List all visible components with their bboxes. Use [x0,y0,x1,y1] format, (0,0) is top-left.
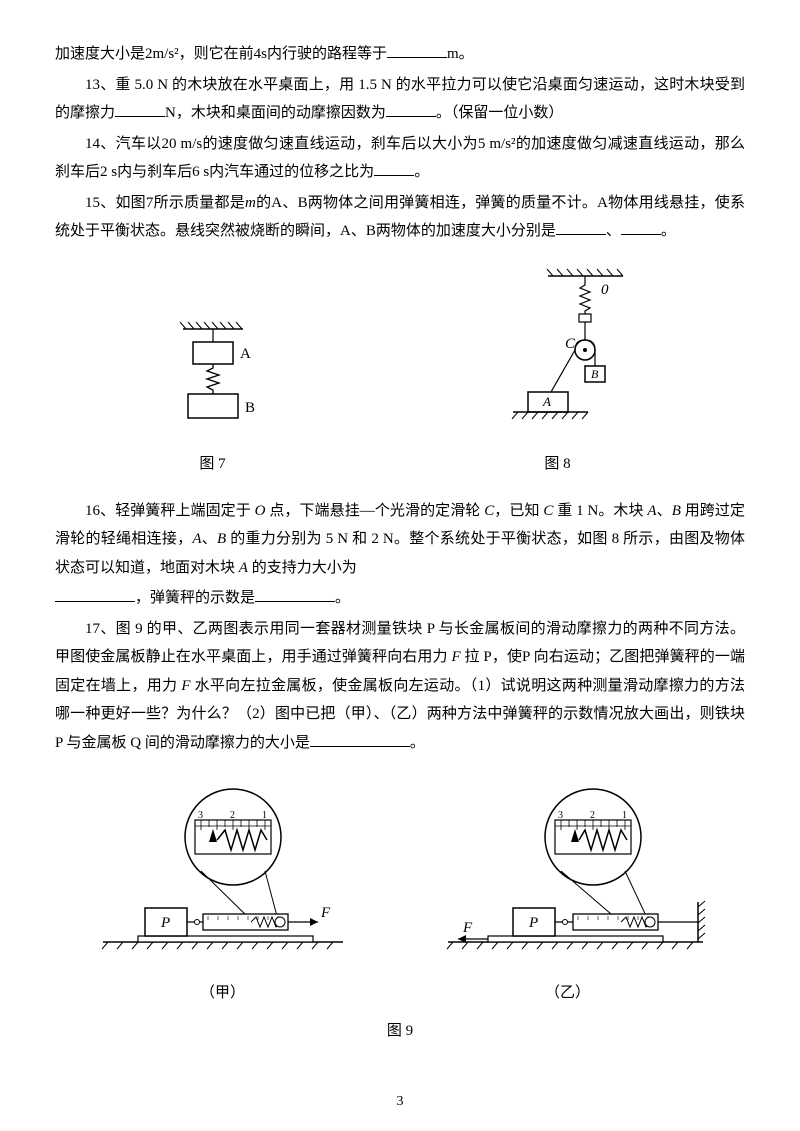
var-A3: A [239,560,248,576]
q16-e: 、 [657,503,672,519]
q16-c: ，已知 [494,503,543,519]
figure-9a: 3 2 1 P [83,782,363,1007]
figure-9a-svg: 3 2 1 P [83,782,363,962]
q16-end: 。 [335,590,350,606]
svg-text:1: 1 [622,810,627,821]
svg-text:F: F [462,920,473,936]
svg-text:B: B [591,367,599,381]
blank [374,160,414,177]
blank [387,42,447,59]
figure-9-label: 图 9 [55,1017,745,1046]
figure-7-label: 图 7 [158,450,268,479]
svg-text:F: F [320,905,331,921]
blank [55,586,135,603]
q13-text-c: 。（保留一位小数） [436,105,564,121]
svg-text:0: 0 [601,282,609,298]
blank [621,219,661,236]
svg-text:2: 2 [230,810,235,821]
q12-text: 加速度大小是2m/s²，则它在前4s内行驶的路程等于 [55,46,387,62]
figure-9a-label: （甲） [83,979,363,1008]
figure-row-9: 3 2 1 P [55,782,745,1007]
question-16-cont: ，弹簧秤的示数是 。 [55,584,745,613]
q16-g: 、 [202,531,218,547]
q16-a: 16、轻弹簧秤上端固定于 [85,503,255,519]
blank [386,101,436,118]
blank [115,101,165,118]
svg-text:A: A [542,394,551,409]
figure-8-label: 图 8 [473,450,643,479]
q14-end: 。 [414,164,429,180]
page-number: 3 [0,1089,800,1116]
question-12-tail: 加速度大小是2m/s²，则它在前4s内行驶的路程等于 m。 [55,40,745,69]
var-m: m [245,195,256,211]
svg-text:1: 1 [262,810,267,821]
q15-sep: 、 [606,223,621,239]
svg-text:C: C [565,336,576,352]
var-B: B [672,503,681,519]
var-F2: F [181,678,190,694]
figure-7: A B 图 7 [158,314,268,479]
q16-j: ，弹簧秤的示数是 [135,590,255,606]
figure-9b-label: （乙） [418,979,718,1008]
figure-9b: 3 2 1 [418,782,718,1007]
var-O: O [255,503,266,519]
var-C: C [484,503,494,519]
figure-9b-svg: 3 2 1 [418,782,718,962]
svg-text:3: 3 [198,810,203,821]
question-14: 14、汽车以20 m/s的速度做匀速直线运动，刹车后以大小为5 m/s²的加速度… [55,130,745,187]
q13-text-b: N，木块和桌面间的动摩擦因数为 [165,105,386,121]
svg-text:P: P [528,915,538,931]
svg-text:P: P [160,915,170,931]
svg-text:2: 2 [590,810,595,821]
svg-text:B: B [245,400,255,416]
blank [255,586,335,603]
q15-text-a: 15、如图7所示质量都是 [85,195,245,211]
figure-7-svg: A B [158,314,268,434]
var-C2: C [543,503,553,519]
blank [556,219,606,236]
svg-text:A: A [240,346,251,362]
q16-i: 的支持力大小为 [248,560,357,576]
q16-d: 重 1 N。木块 [553,503,647,519]
question-15: 15、如图7所示质量都是m的A、B两物体之间用弹簧相连，弹簧的质量不计。A物体用… [55,189,745,246]
var-A: A [647,503,656,519]
q16-b: 点，下端悬挂—个光滑的定滑轮 [266,503,485,519]
q12-unit: m。 [447,46,474,62]
var-B2: B [217,531,226,547]
figure-row-7-8: A B 图 7 0 [55,264,745,479]
q17-end: 。 [410,735,425,751]
var-A2: A [192,531,201,547]
figure-8: 0 C B A 图 8 [473,264,643,479]
blank [310,730,410,747]
question-16: 16、轻弹簧秤上端固定于 O 点，下端悬挂—个光滑的定滑轮 C，已知 C 重 1… [55,497,745,583]
var-F: F [451,649,460,665]
q15-end: 。 [661,223,676,239]
svg-text:3: 3 [558,810,563,821]
question-13: 13、重 5.0 N 的木块放在水平桌面上，用 1.5 N 的水平拉力可以使它沿… [55,71,745,128]
question-17: 17、图 9 的甲、乙两图表示用同一套器材测量铁块 P 与长金属板间的滑动摩擦力… [55,615,745,758]
figure-8-svg: 0 C B A [473,264,643,434]
